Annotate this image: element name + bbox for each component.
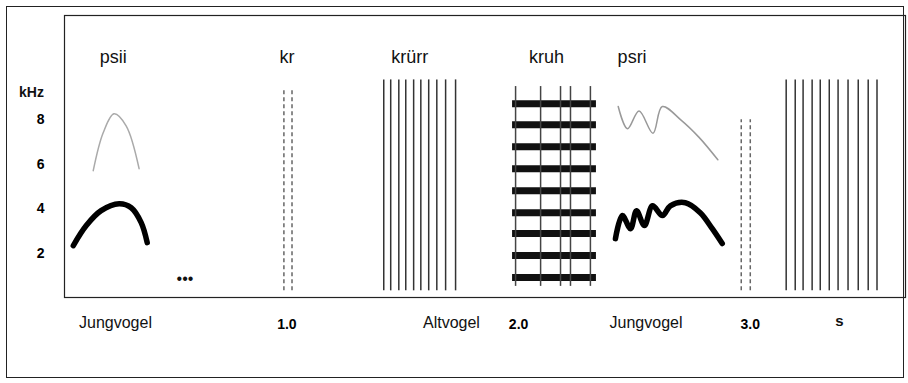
svg-text:Jungvogel: Jungvogel xyxy=(79,314,152,331)
svg-text:kHz: kHz xyxy=(19,84,44,100)
svg-text:krürr: krürr xyxy=(391,47,428,67)
svg-text:6: 6 xyxy=(37,156,45,172)
svg-text:8: 8 xyxy=(37,111,45,127)
svg-text:psii: psii xyxy=(100,47,127,67)
svg-text:psri: psri xyxy=(618,47,647,67)
svg-text:kruh: kruh xyxy=(529,47,564,67)
svg-text:s: s xyxy=(835,312,843,329)
svg-text:3.0: 3.0 xyxy=(741,316,761,332)
svg-text:2.0: 2.0 xyxy=(509,316,529,332)
svg-text:4: 4 xyxy=(37,200,45,216)
svg-text:2: 2 xyxy=(37,245,45,261)
svg-text:Jungvogel: Jungvogel xyxy=(610,314,683,331)
svg-text:Altvogel: Altvogel xyxy=(423,314,480,331)
svg-text:•••: ••• xyxy=(177,270,194,287)
svg-text:1.0: 1.0 xyxy=(277,316,297,332)
svg-text:kr: kr xyxy=(279,47,294,67)
